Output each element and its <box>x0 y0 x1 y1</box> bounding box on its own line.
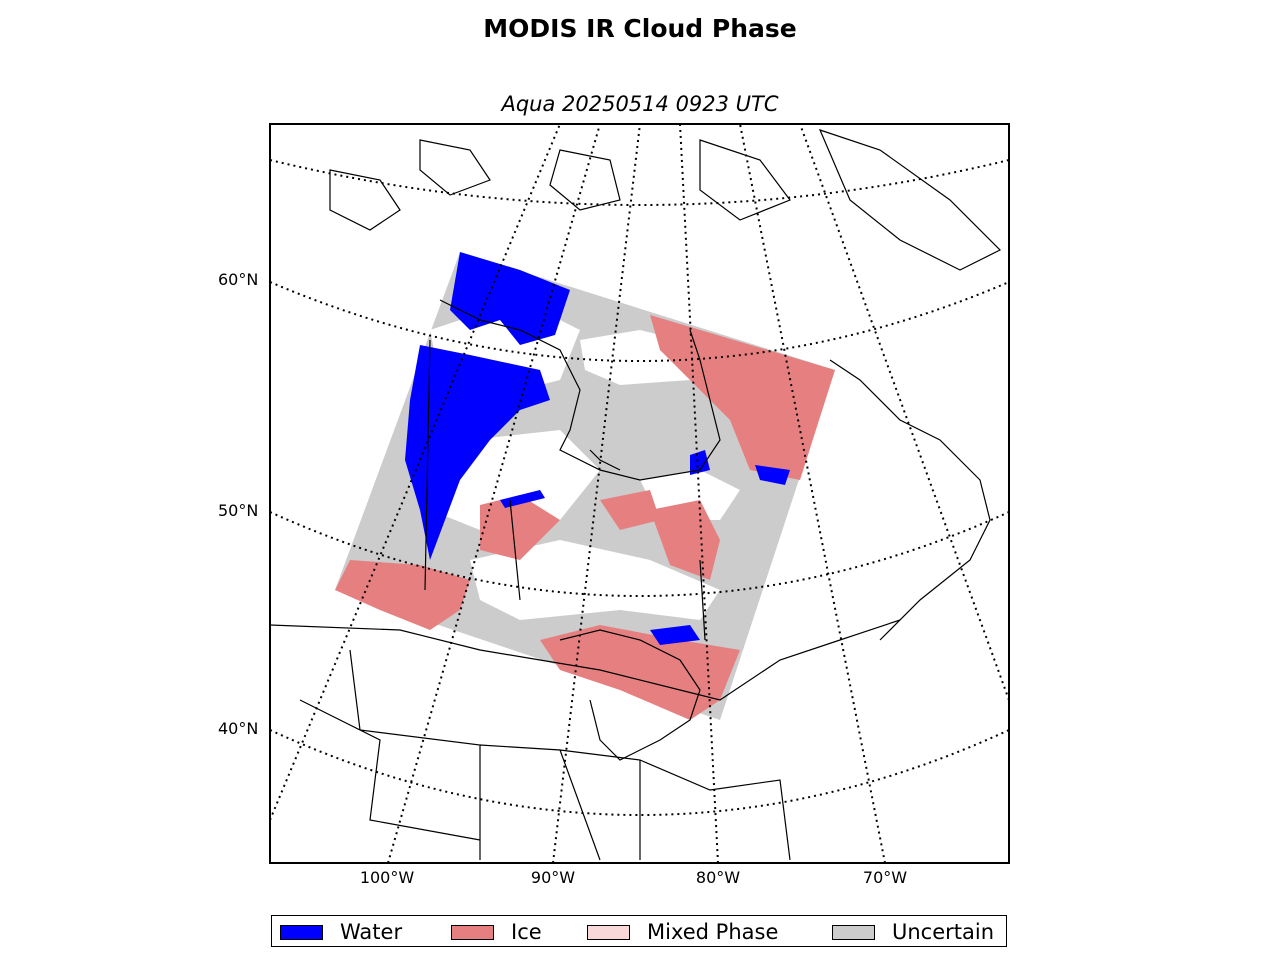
map-frame <box>269 123 1010 864</box>
legend-swatch-water <box>280 924 323 940</box>
parallel-70n <box>270 159 1009 206</box>
arctic-islands <box>329 129 1002 271</box>
great-lakes-coast <box>559 629 701 761</box>
legend-swatch-ice <box>451 924 494 940</box>
chart-subtitle: Aqua 20250514 0923 UTC <box>501 92 779 116</box>
legend: Water Ice Mixed Phase Uncertain <box>271 915 1007 947</box>
legend-label-water: Water <box>340 920 403 944</box>
legend-swatch-uncertain <box>832 924 875 940</box>
lat-label-50n: 50°N <box>218 501 259 520</box>
parallel-60n <box>270 281 1009 362</box>
legend-item-uncertain: Uncertain <box>832 920 995 944</box>
legend-label-uncertain: Uncertain <box>892 920 995 944</box>
chart-title: MODIS IR Cloud Phase <box>483 14 797 43</box>
lat-label-60n: 60°N <box>218 270 259 289</box>
labrador-coast <box>829 359 991 641</box>
lon-label-70w: 70°W <box>862 868 908 887</box>
lon-label-80w: 80°W <box>695 868 741 887</box>
legend-label-mixed: Mixed Phase <box>647 920 779 944</box>
lon-label-90w: 90°W <box>530 868 576 887</box>
meridian-100w <box>387 124 601 863</box>
us-canada-border <box>270 619 901 701</box>
lat-label-40n: 40°N <box>218 719 259 738</box>
meridian-90w <box>552 124 641 863</box>
legend-item-water: Water <box>280 920 403 944</box>
legend-item-mixed: Mixed Phase <box>587 920 779 944</box>
hudson-bay-coast <box>439 299 721 481</box>
swath-water <box>405 252 790 645</box>
legend-item-ice: Ice <box>451 920 542 944</box>
legend-swatch-mixed <box>587 924 630 940</box>
province-borders <box>424 339 706 641</box>
legend-label-ice: Ice <box>511 920 542 944</box>
lon-label-100w: 100°W <box>359 868 415 887</box>
parallel-50n <box>270 511 1009 597</box>
meridian-60w <box>799 124 1009 701</box>
state-borders <box>299 649 791 861</box>
